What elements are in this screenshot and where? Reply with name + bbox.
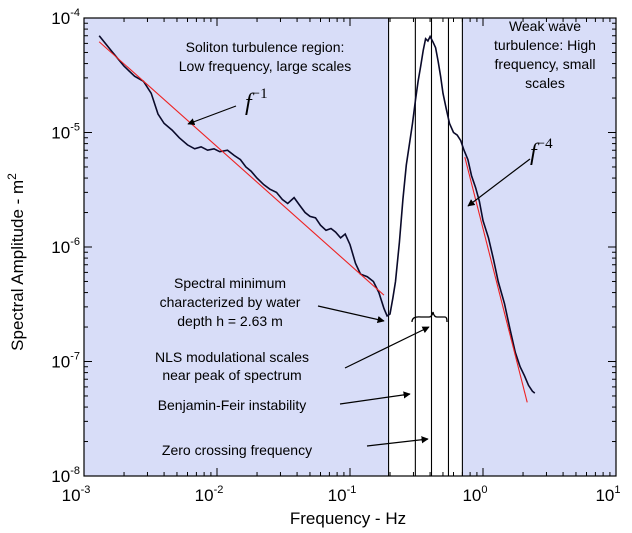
nls-scales-arrow xyxy=(344,326,430,369)
spectral-minimum-label-3: depth h = 2.63 m xyxy=(177,313,282,329)
spectral-minimum-label-2: characterized by water xyxy=(160,294,301,310)
nls-scales-brace xyxy=(411,311,448,323)
white-frequency-band xyxy=(388,18,463,476)
y-axis-title: Spectral Amplitude - m2 xyxy=(5,173,27,351)
weak-turbulence-label-3: frequency, small xyxy=(495,56,596,72)
x-tick-label: 10-3 xyxy=(62,484,91,505)
zero-crossing-arrow xyxy=(366,436,429,447)
axis-ticks: 10-3 10-2 10-1 100 101 10-8 10-7 10-6 10-5 10-4 xyxy=(51,7,620,505)
f-minus-4-arrow xyxy=(467,158,531,207)
band-divider-lines xyxy=(388,18,463,476)
x-tick-label: 100 xyxy=(462,484,487,505)
x-axis-title: Frequency - Hz xyxy=(290,509,406,528)
nls-scales-label-2: near peak of spectrum xyxy=(162,367,301,383)
benjamin-feir-label: Benjamin-Feir instability xyxy=(158,397,307,413)
y-tick-label: 10-4 xyxy=(51,7,80,28)
spectral-minimum-arrow xyxy=(317,305,385,324)
weak-turbulence-label-1: Weak wave xyxy=(509,18,581,34)
benjamin-feir-arrow xyxy=(339,391,411,405)
x-tick-label: 10-2 xyxy=(195,484,224,505)
spectrum-series-line xyxy=(98,34,536,394)
nls-scales-label-1: NLS modulational scales xyxy=(155,349,309,365)
zero-crossing-label: Zero crossing frequency xyxy=(162,442,312,458)
plot-frame xyxy=(83,17,617,477)
soliton-region-label-1: Soliton turbulence region: xyxy=(186,39,345,55)
y-tick-label: 10-6 xyxy=(51,236,80,257)
fit-line-f-minus-4 xyxy=(464,156,528,403)
y-tick-label: 10-8 xyxy=(51,465,80,486)
f-minus-1-arrow xyxy=(187,105,237,126)
f-minus-1-label: f−1 xyxy=(245,86,268,116)
x-tick-label: 101 xyxy=(595,484,620,505)
fit-line-f-minus-1 xyxy=(98,41,385,296)
spectral-minimum-label-1: Spectral minimum xyxy=(174,275,286,291)
x-tick-label: 10-1 xyxy=(328,484,357,505)
weak-turbulence-label-2: turbulence: High xyxy=(494,37,596,53)
f-minus-4-label: f−4 xyxy=(530,136,553,166)
weak-turbulence-label-4: scales xyxy=(525,75,565,91)
soliton-region-label-2: Low frequency, large scales xyxy=(179,58,352,74)
y-tick-label: 10-7 xyxy=(51,351,80,372)
y-tick-label: 10-5 xyxy=(51,122,80,143)
